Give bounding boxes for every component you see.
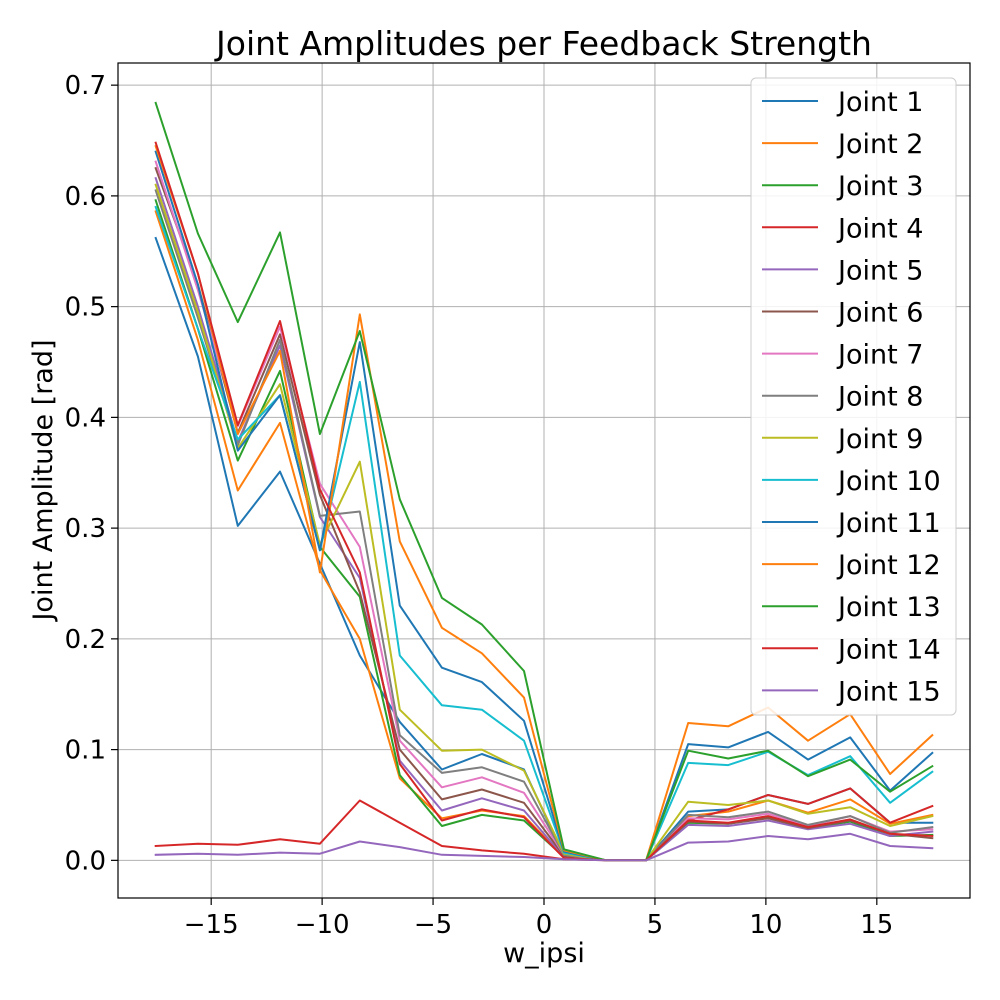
legend-label-joint-10: Joint 10	[836, 466, 941, 497]
series-line-joint-12	[154, 144, 934, 862]
legend-label-joint-12: Joint 12	[836, 550, 941, 581]
y-tick-label: 0.7	[65, 71, 106, 101]
series-line-joint-8	[154, 189, 934, 862]
legend-label-joint-5: Joint 5	[836, 255, 923, 286]
x-tick-label: −15	[184, 910, 239, 940]
y-axis-ticks: 0.0 0.1 0.2 0.3 0.4 0.5 0.6 0.7	[65, 71, 118, 876]
legend-label-joint-4: Joint 4	[836, 213, 923, 244]
legend-label-joint-15: Joint 15	[836, 676, 941, 707]
x-tick-label: −5	[414, 910, 452, 940]
legend-label-joint-13: Joint 13	[836, 592, 941, 623]
y-tick-label: 0.3	[65, 514, 106, 544]
x-tick-label: −10	[295, 910, 350, 940]
series-line-joint-4	[154, 787, 934, 862]
y-axis-label: Joint Amplitude [rad]	[28, 339, 59, 622]
y-tick-label: 0.5	[65, 293, 106, 323]
x-axis-ticks: −15 −10 −5 0 5 10 15	[184, 898, 893, 940]
series-line-joint-9	[154, 183, 934, 862]
series-group	[154, 101, 934, 862]
legend-box	[750, 77, 957, 716]
legend-label-joint-9: Joint 9	[836, 424, 923, 455]
series-line-joint-11	[154, 150, 934, 862]
legend-label-joint-1: Joint 1	[836, 87, 923, 118]
x-tick-label: 10	[749, 910, 782, 940]
y-tick-label: 0.0	[65, 846, 106, 876]
series-line-joint-6	[154, 166, 934, 862]
y-tick-label: 0.1	[65, 736, 106, 766]
legend-label-joint-6: Joint 6	[836, 298, 923, 329]
legend: Joint 1 Joint 2 Joint 3 Joint 4 Joint 5 Joint…	[750, 77, 957, 716]
x-tick-label: 0	[536, 910, 553, 940]
series-line-joint-5	[154, 176, 934, 862]
y-tick-label: 0.2	[65, 625, 106, 655]
chart-title: Joint Amplitudes per Feedback Strength	[214, 24, 872, 63]
series-line-joint-14	[154, 141, 934, 862]
x-tick-label: 15	[860, 910, 893, 940]
legend-label-joint-14: Joint 14	[836, 634, 941, 665]
y-tick-label: 0.6	[65, 182, 106, 212]
x-tick-label: 5	[647, 910, 664, 940]
x-axis-label: w_ipsi	[503, 938, 585, 969]
legend-label-joint-11: Joint 11	[836, 508, 941, 539]
legend-label-joint-7: Joint 7	[836, 340, 923, 371]
legend-label-joint-3: Joint 3	[836, 171, 923, 202]
legend-label-joint-2: Joint 2	[836, 129, 923, 160]
series-line-joint-13	[154, 101, 934, 862]
series-line-joint-15	[154, 832, 934, 862]
y-tick-label: 0.4	[65, 403, 106, 433]
legend-label-joint-8: Joint 8	[836, 382, 923, 413]
